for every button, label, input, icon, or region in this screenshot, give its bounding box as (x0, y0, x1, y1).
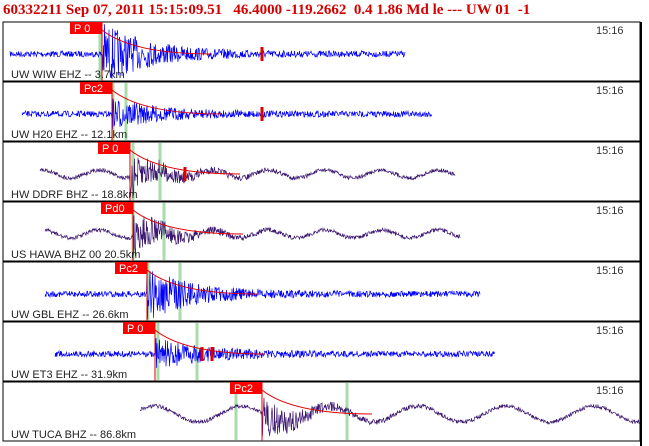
phase-marker (146, 263, 150, 320)
pick-label: P 0 (127, 323, 143, 335)
coda-curve (132, 209, 244, 235)
panel[interactable] (2, 261, 641, 322)
time-label: 15:16 (596, 85, 624, 97)
station-label: UW WIW EHZ -- 3.7km (11, 69, 125, 81)
station-label: UW TUCA BHZ -- 86.8km (11, 429, 136, 441)
pick-label: Pc2 (84, 83, 103, 95)
pick-label: Pc2 (119, 263, 138, 275)
coda-curve (154, 329, 266, 355)
phase-marker (124, 83, 128, 140)
waveform (54, 338, 496, 368)
pick-flag[interactable] (98, 142, 130, 154)
coda-curve (101, 29, 213, 55)
event-header: 60332211 Sep 07, 2011 15:15:09.51 46.400… (3, 2, 531, 18)
pick-flag[interactable] (80, 82, 112, 94)
red-marker (260, 47, 264, 61)
phase-marker (156, 323, 160, 380)
waveform (39, 157, 456, 197)
waveform (44, 215, 461, 257)
pick-label: Pc2 (234, 383, 253, 395)
time-label: 15:16 (596, 205, 624, 217)
coda-curve (146, 269, 258, 295)
pick-flag[interactable] (101, 202, 133, 214)
time-label: 15:16 (596, 265, 624, 277)
waveform (139, 397, 641, 437)
pick-flag[interactable] (115, 262, 147, 274)
red-marker (210, 347, 214, 361)
pick-flag[interactable] (230, 382, 262, 394)
station-label: US HAWA BHZ 00 20.5km (11, 249, 140, 261)
station-label: UW H20 EHZ -- 12.1km (11, 129, 127, 141)
coda-curve (129, 149, 241, 175)
coda-curve (261, 389, 373, 415)
station-label: UW ET3 EHZ -- 31.9km (11, 369, 127, 381)
time-label: 15:16 (596, 385, 624, 397)
pick-flag[interactable] (70, 22, 102, 34)
waveform (21, 98, 432, 130)
station-label: UW GBL EHZ -- 26.6km (11, 309, 129, 321)
time-label: 15:16 (596, 325, 624, 337)
red-marker (260, 107, 264, 121)
red-marker (183, 167, 187, 181)
phase-marker (195, 323, 199, 380)
station-label: HW DDRF BHZ -- 18.8km (11, 189, 138, 201)
pick-label: P 0 (102, 143, 118, 155)
phase-marker (345, 383, 349, 440)
waveform (9, 24, 406, 79)
phase-marker (131, 143, 135, 200)
pick-label: P 0 (74, 23, 90, 35)
time-label: 15:16 (596, 25, 624, 37)
phase-marker (234, 383, 238, 440)
pick-flag[interactable] (123, 322, 155, 334)
coda-curve (111, 89, 223, 115)
waveform (44, 266, 481, 320)
red-marker (200, 347, 204, 361)
panel[interactable] (2, 381, 641, 442)
phase-marker (98, 23, 102, 80)
phase-marker (158, 143, 162, 200)
pick-label: Pd0 (105, 203, 125, 215)
time-label: 15:16 (596, 145, 624, 157)
